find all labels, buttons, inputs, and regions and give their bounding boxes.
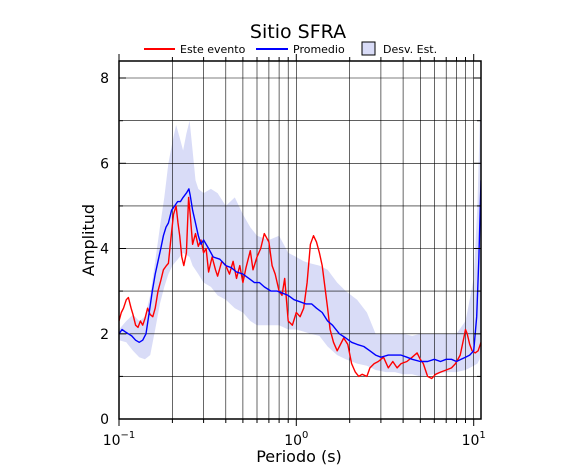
- plot-frame: [118, 54, 482, 426]
- legend-event-label: Este evento: [180, 43, 246, 56]
- legend-std-label: Desv. Est.: [383, 43, 437, 56]
- y-tick-label: 6: [100, 156, 109, 172]
- legend-mean-label: Promedio: [293, 43, 345, 56]
- x-tick-label: 10−1: [103, 430, 136, 449]
- x-tick-labels: 10−1 100 101: [103, 430, 486, 449]
- series-layer: [119, 180, 481, 380]
- y-tick-label: 0: [100, 412, 109, 428]
- legend: Este evento Promedio Desv. Est.: [144, 41, 437, 56]
- legend-std-swatch: [361, 41, 376, 56]
- x-axis-label: Periodo (s): [256, 447, 342, 466]
- plot-border: [118, 60, 482, 420]
- y-tick-label: 4: [100, 242, 109, 258]
- chart-title: Sitio SFRA: [250, 21, 346, 43]
- y-tick-label: 2: [100, 327, 109, 343]
- x-tick-label: 100: [284, 430, 308, 449]
- series-line-mean: [119, 180, 481, 363]
- y-tick-label: 8: [100, 71, 109, 87]
- x-tick-label: 101: [462, 430, 486, 449]
- series-line-event: [119, 196, 481, 380]
- y-axis-label: Amplitud: [79, 204, 98, 276]
- y-tick-labels: 0 2 4 6 8: [100, 71, 109, 428]
